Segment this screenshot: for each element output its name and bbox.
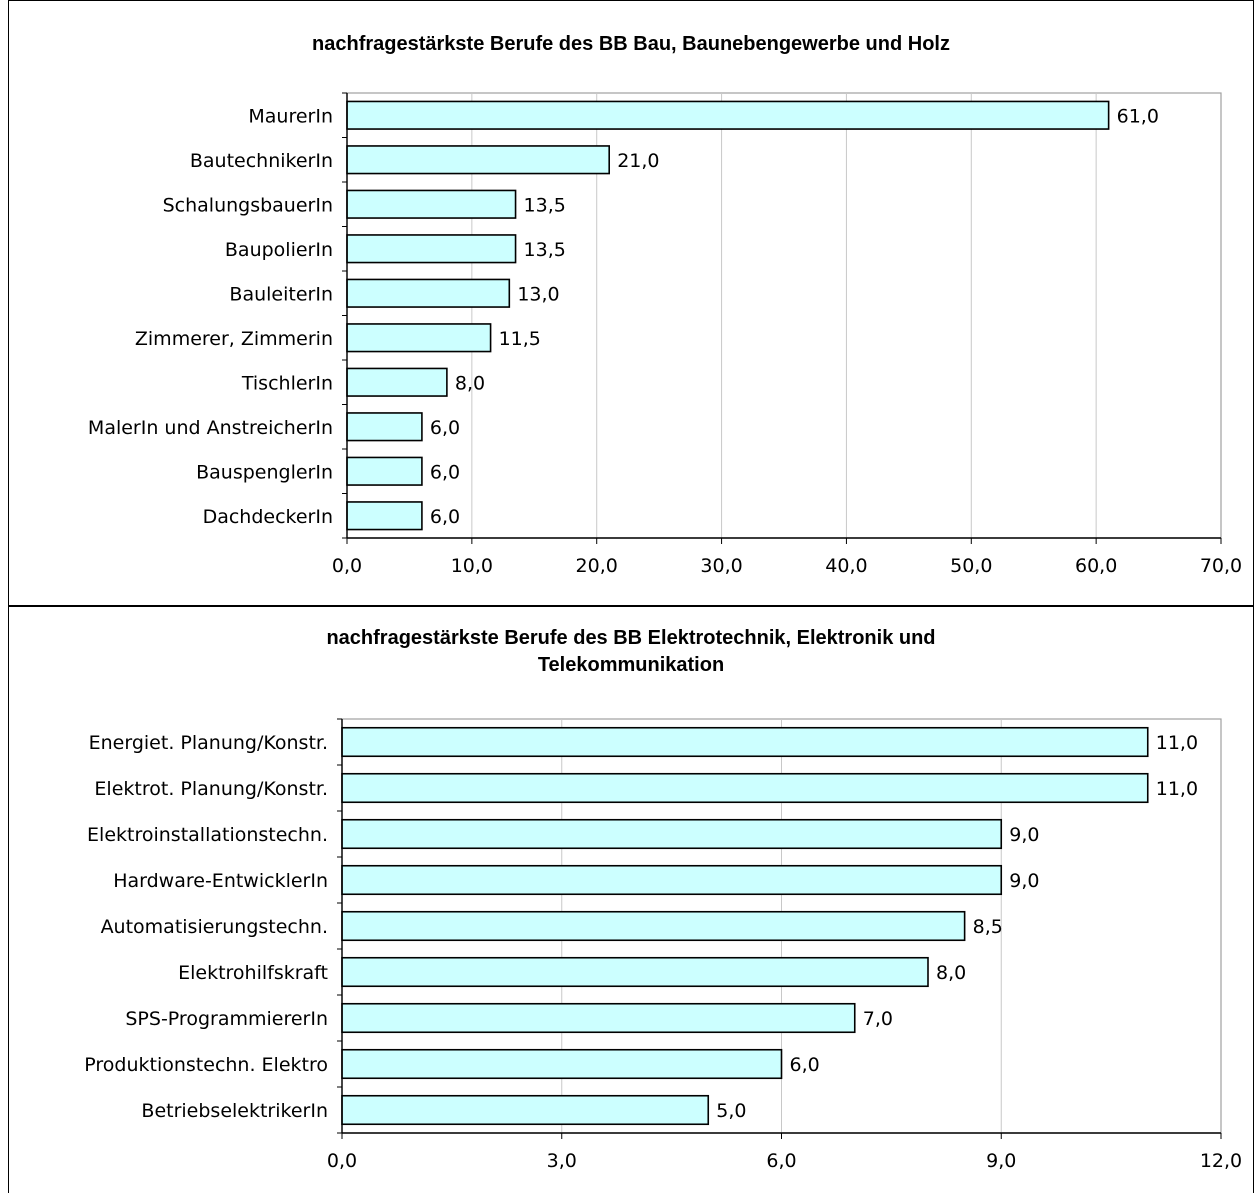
category-label: BaupolierIn xyxy=(225,239,333,261)
x-tick-label: 10,0 xyxy=(451,555,493,577)
category-label: MaurerIn xyxy=(248,105,333,127)
bar xyxy=(346,501,423,531)
data-label: 6,0 xyxy=(790,1054,820,1076)
data-label: 13,5 xyxy=(524,239,566,261)
category-label: DachdeckerIn xyxy=(203,506,333,528)
x-tick-label: 0,0 xyxy=(332,555,362,577)
x-tick-label: 12,0 xyxy=(1200,1150,1242,1172)
category-label: Produktionstechn. Elektro xyxy=(84,1054,328,1076)
category-label: BautechnikerIn xyxy=(190,150,333,172)
data-label: 9,0 xyxy=(1009,824,1039,846)
data-label: 61,0 xyxy=(1117,105,1159,127)
chart-panel-elektro: nachfragestärkste Berufe des BB Elektrot… xyxy=(8,606,1254,1193)
bar xyxy=(346,323,492,353)
data-label: 11,0 xyxy=(1156,778,1198,800)
x-tick-label: 30,0 xyxy=(700,555,742,577)
x-tick-label: 3,0 xyxy=(547,1150,577,1172)
bar xyxy=(341,1002,856,1034)
category-label: BauspenglerIn xyxy=(196,461,333,483)
data-label: 8,5 xyxy=(973,916,1003,938)
bar xyxy=(346,412,423,442)
bar xyxy=(341,956,929,988)
x-tick-label: 9,0 xyxy=(986,1150,1016,1172)
data-label: 7,0 xyxy=(863,1008,893,1030)
data-label: 11,5 xyxy=(499,328,541,350)
chart-title: nachfragestärkste Berufe des BB Bau, Bau… xyxy=(312,33,950,55)
data-label: 9,0 xyxy=(1009,870,1039,892)
bar xyxy=(341,818,1003,850)
category-label: MalerIn und AnstreicherIn xyxy=(88,417,333,439)
bar xyxy=(341,1094,710,1126)
category-label: Automatisierungstechn. xyxy=(101,916,328,938)
category-label: BauleiterIn xyxy=(229,283,333,305)
bar xyxy=(346,100,1110,130)
x-tick-label: 70,0 xyxy=(1200,555,1242,577)
data-label: 8,0 xyxy=(455,372,485,394)
category-label: Zimmerer, Zimmerin xyxy=(135,328,333,350)
x-tick-label: 50,0 xyxy=(950,555,992,577)
data-label: 6,0 xyxy=(430,506,460,528)
category-label: SPS-ProgrammiererIn xyxy=(125,1008,328,1030)
bar xyxy=(341,726,1149,758)
bar-chart-bau: 0,0 10,0 20,0 30,0 40,0 50,0 60,0 70,0 MaurerIn 6… xyxy=(88,92,1242,577)
chart-panel-bau: nachfragestärkste Berufe des BB Bau, Bau… xyxy=(8,0,1254,606)
category-label: Elektroinstallationstechn. xyxy=(87,824,328,846)
category-label: Elektrohilfskraft xyxy=(178,962,328,984)
data-label: 11,0 xyxy=(1156,732,1198,754)
category-label: Energiet. Planung/Konstr. xyxy=(89,732,328,754)
x-tick-label: 40,0 xyxy=(825,555,867,577)
x-tick-label: 6,0 xyxy=(766,1150,796,1172)
bar xyxy=(341,864,1003,896)
category-label: Elektrot. Planung/Konstr. xyxy=(94,778,328,800)
category-label: BetriebselektrikerIn xyxy=(141,1100,328,1122)
category-label: TischlerIn xyxy=(241,372,333,394)
bar xyxy=(346,234,517,264)
bar xyxy=(346,189,517,219)
category-label: Hardware-EntwicklerIn xyxy=(113,870,328,892)
bar xyxy=(341,1048,783,1080)
x-tick-label: 20,0 xyxy=(576,555,618,577)
data-label: 21,0 xyxy=(617,150,659,172)
category-label: SchalungsbauerIn xyxy=(163,194,333,216)
data-label: 6,0 xyxy=(430,461,460,483)
data-label: 5,0 xyxy=(716,1100,746,1122)
data-label: 6,0 xyxy=(430,417,460,439)
x-tick-label: 0,0 xyxy=(327,1150,357,1172)
bar xyxy=(346,456,423,486)
bar-chart-elektro: 0,0 3,0 6,0 9,0 12,0 Energiet. Planung/Konstr… xyxy=(84,718,1242,1172)
data-label: 13,0 xyxy=(517,283,559,305)
bar xyxy=(341,910,966,942)
data-label: 8,0 xyxy=(936,962,966,984)
data-label: 13,5 xyxy=(524,194,566,216)
bar xyxy=(346,278,511,308)
chart-title: nachfragestärkste Berufe des BB Elektrot… xyxy=(326,627,936,676)
bar xyxy=(346,145,611,175)
x-tick-label: 60,0 xyxy=(1075,555,1117,577)
bar xyxy=(341,772,1149,804)
bar xyxy=(346,367,448,397)
